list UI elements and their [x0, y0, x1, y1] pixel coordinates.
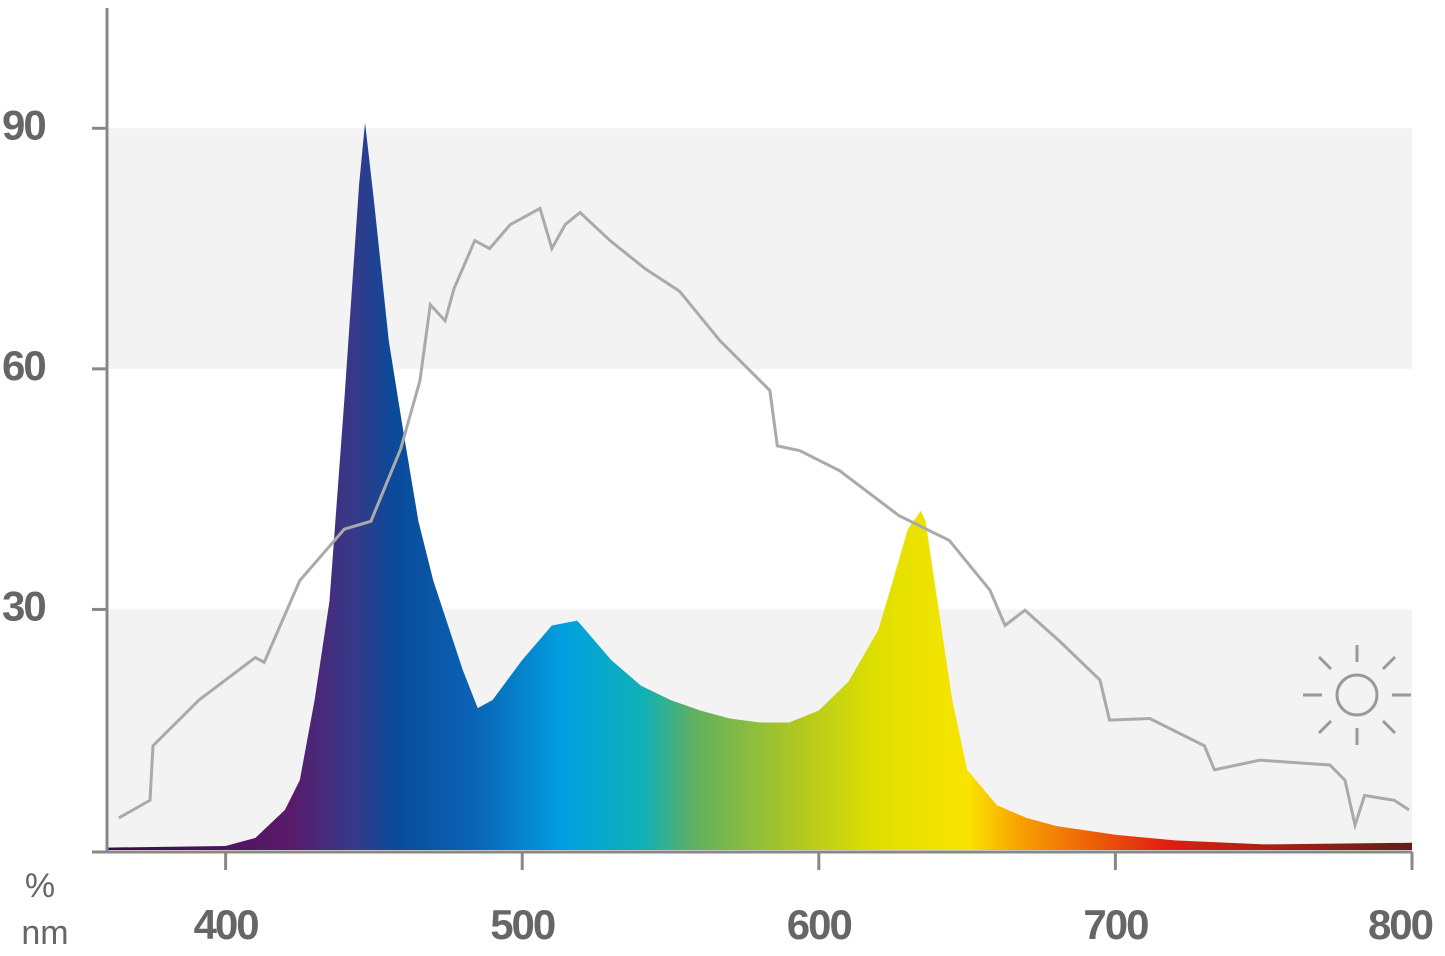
y-tick-label: 90	[2, 101, 45, 148]
y-axis-label: %	[25, 867, 55, 905]
x-tick-label: 700	[1083, 901, 1148, 948]
x-tick-label: 800	[1368, 901, 1433, 948]
sun-icon	[1303, 645, 1411, 745]
sunlight-line	[118, 206, 1410, 831]
y-tick-label: 60	[2, 342, 45, 389]
x-tick-label: 500	[490, 901, 555, 948]
y-tick-label: 30	[2, 583, 45, 630]
x-axis-label: nm	[21, 914, 68, 952]
spectrum-area	[107, 122, 1412, 851]
x-tick-label: 600	[787, 901, 852, 948]
band	[107, 128, 1412, 369]
x-tick-label: 400	[194, 901, 259, 948]
